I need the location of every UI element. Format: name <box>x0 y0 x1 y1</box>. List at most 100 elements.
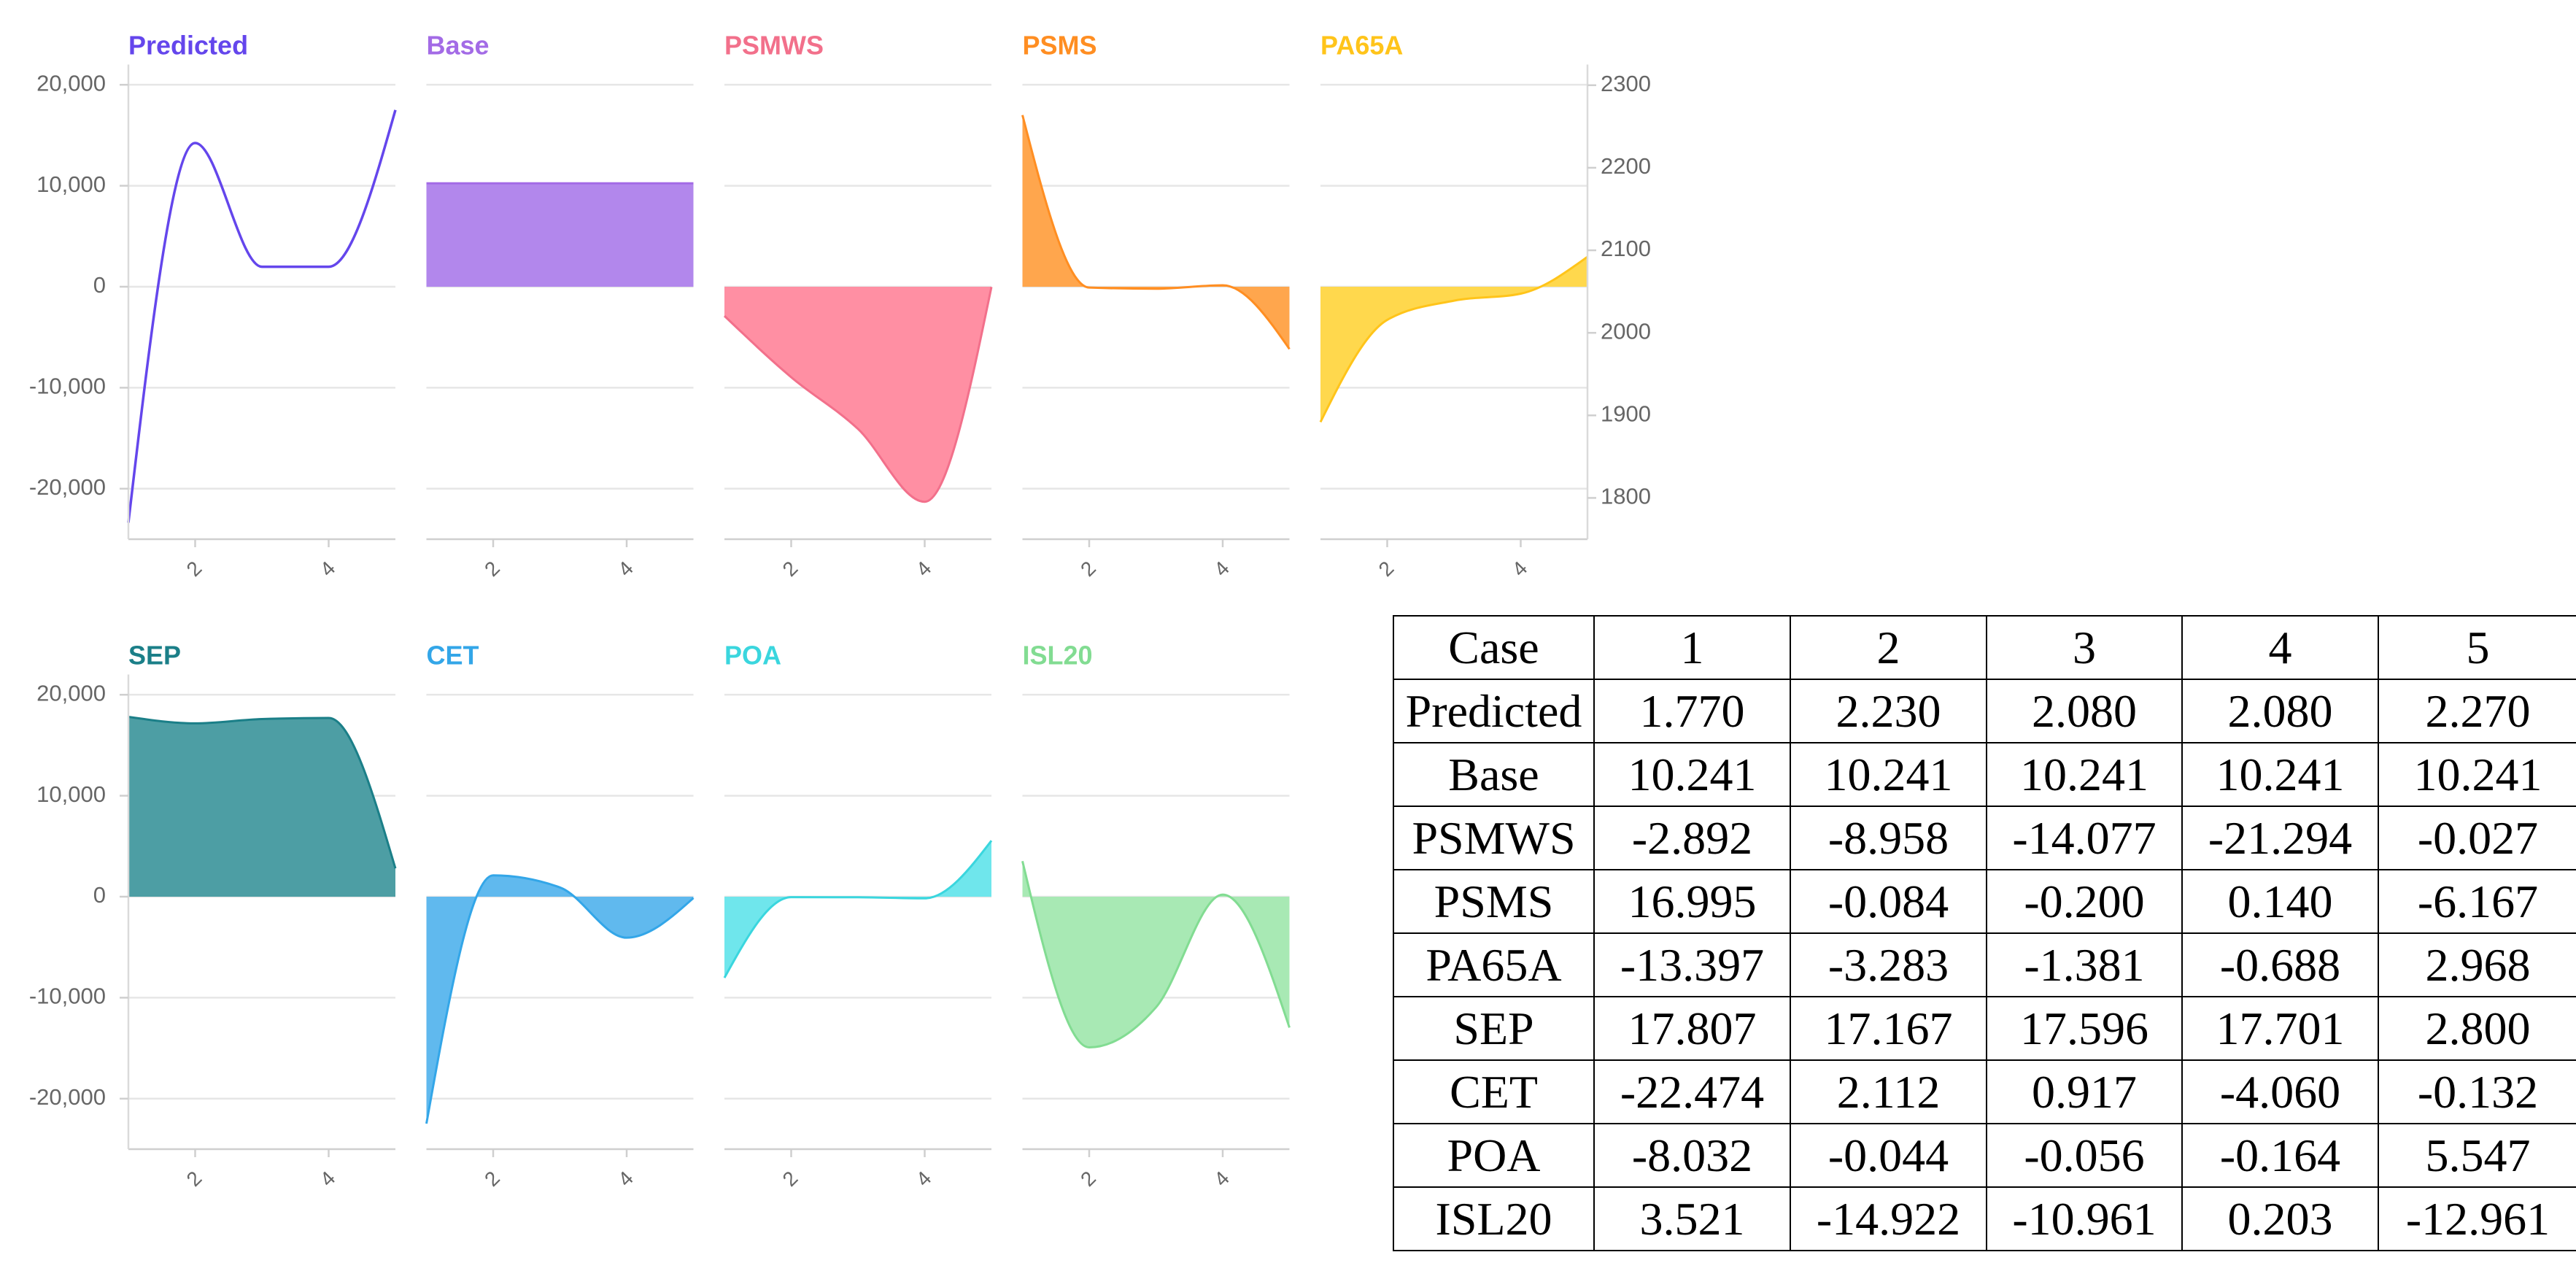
value-cell: -8.958 <box>1790 806 1987 870</box>
y-axis-right: 2300 2200 2100 2000 1900 1800 <box>1586 64 1651 539</box>
data-table-container: Case 1 2 3 4 5 Predicted 1.770 2.230 2.080 2.080 2.… <box>1393 615 2576 1251</box>
psms-x-tick-label: 4 <box>1210 557 1234 581</box>
sep-x-tick-label: 2 <box>182 1167 206 1191</box>
poa-title: POA <box>724 641 781 671</box>
poa-x-tick-label: 4 <box>912 1167 936 1191</box>
psmws-area <box>724 286 991 502</box>
y-axis-tick-label: 0 <box>93 882 106 908</box>
panel-psmws: 2 4 PSMWS <box>723 31 993 581</box>
value-cell: 3.521 <box>1593 1186 1791 1251</box>
predicted-x-tick-label: 2 <box>182 557 206 581</box>
table-row-predicted: Predicted 1.770 2.230 2.080 2.080 2.270 <box>1393 679 2576 743</box>
psms-title: PSMS <box>1023 31 1097 61</box>
table-row-psms: PSMS 16.995 -0.084 -0.200 0.140 -6.167 <box>1393 869 2576 934</box>
value-cell: 16.995 <box>1593 869 1791 934</box>
value-cell: -0.132 <box>2378 1059 2576 1124</box>
y-axis-tick-label: -20,000 <box>29 1084 106 1110</box>
value-cell: 10.241 <box>2181 742 2379 807</box>
isl20-area <box>1022 861 1290 1048</box>
right-axis-tick-label: 1800 <box>1601 484 1651 509</box>
psms-x-tick-label: 2 <box>1076 557 1100 581</box>
value-cell: -0.200 <box>1986 869 2183 934</box>
value-cell: -0.688 <box>2181 932 2379 997</box>
table-body: Case 1 2 3 4 5 Predicted 1.770 2.230 2.080 2.080 2.… <box>1393 615 2576 1251</box>
value-cell: -22.474 <box>1593 1059 1791 1124</box>
poa-line <box>723 840 993 978</box>
sep-line <box>128 716 397 869</box>
value-cell: 10.241 <box>2378 742 2576 807</box>
row-label-cell: PSMWS <box>1393 806 1595 870</box>
value-cell: -14.922 <box>1790 1186 1987 1251</box>
table-row-base: Base 10.241 10.241 10.241 10.241 10.241 <box>1393 742 2576 807</box>
cet-title: CET <box>427 641 479 671</box>
table-row-poa: POA -8.032 -0.044 -0.056 -0.164 5.547 <box>1393 1123 2576 1188</box>
value-cell: 10.241 <box>1593 742 1791 807</box>
case-values-table: Case 1 2 3 4 5 Predicted 1.770 2.230 2.080 2.080 2.… <box>1393 615 2576 1251</box>
case-header-cell: Case <box>1393 615 1595 680</box>
value-cell: -0.044 <box>1790 1123 1987 1188</box>
value-cell: 10.241 <box>1986 742 2183 807</box>
row-label-cell: PA65A <box>1393 932 1595 997</box>
base-area <box>426 183 694 287</box>
row-label-cell: SEP <box>1393 996 1595 1061</box>
value-cell: 2.800 <box>2378 996 2576 1061</box>
value-cell: -0.084 <box>1790 869 1987 934</box>
value-cell: -8.032 <box>1593 1123 1791 1188</box>
value-cell: 17.807 <box>1593 996 1791 1061</box>
y-axis-tick-label: 10,000 <box>36 171 106 197</box>
table-row-psmws: PSMWS -2.892 -8.958 -14.077 -21.294 -0.027 <box>1393 806 2576 870</box>
value-cell: 2.968 <box>2378 932 2576 997</box>
y-axis-tick-label: -10,000 <box>29 374 106 399</box>
case-number-header-cell: 2 <box>1790 615 1987 680</box>
cet-area <box>426 875 694 1124</box>
value-cell: -10.961 <box>1986 1186 2183 1251</box>
y-axis-tick-label: -10,000 <box>29 984 106 1009</box>
value-cell: 0.203 <box>2181 1186 2379 1251</box>
value-cell: -4.060 <box>2181 1059 2379 1124</box>
table-row-cet: CET -22.474 2.112 0.917 -4.060 -0.132 <box>1393 1059 2576 1124</box>
value-cell: -6.167 <box>2378 869 2576 934</box>
y-axis-tick-label: 0 <box>93 272 106 298</box>
value-cell: -12.961 <box>2378 1186 2576 1251</box>
psmws-x-tick-label: 2 <box>778 557 802 581</box>
panel-cet: 2 4 CET <box>425 641 695 1191</box>
predicted-title: Predicted <box>128 31 248 61</box>
panel-pa65a: 2 4 PA65A <box>1319 31 1588 581</box>
value-cell: 17.596 <box>1986 996 2183 1061</box>
value-cell: -0.027 <box>2378 806 2576 870</box>
table-row-sep: SEP 17.807 17.167 17.596 17.701 2.800 <box>1393 996 2576 1061</box>
y-axis-tick-label: -20,000 <box>29 474 106 500</box>
pa65a-x-tick-label: 4 <box>1508 557 1532 581</box>
pa65a-title: PA65A <box>1320 31 1403 61</box>
psmws-line <box>723 287 993 503</box>
value-cell: -1.381 <box>1986 932 2183 997</box>
right-axis-tick-label: 2300 <box>1601 71 1651 96</box>
psms-line <box>1021 115 1291 350</box>
value-cell: 2.112 <box>1790 1059 1987 1124</box>
predicted-x-tick-label: 4 <box>316 557 340 581</box>
psms-area <box>1022 115 1290 349</box>
base-x-tick-label: 4 <box>614 557 638 581</box>
y-axis-left: 20,000 10,000 0 -10,000 -20,000 <box>29 64 130 539</box>
value-cell: 10.241 <box>1790 742 1987 807</box>
poa-x-tick-label: 2 <box>778 1167 802 1191</box>
value-cell: 1.770 <box>1593 679 1791 743</box>
sep-area <box>128 716 395 897</box>
poa-area <box>724 841 991 978</box>
right-axis-tick-label: 2000 <box>1601 318 1651 344</box>
base-x-tick-label: 2 <box>480 557 504 581</box>
panel-poa: 2 4 POA <box>723 641 993 1191</box>
row-label-cell: PSMS <box>1393 869 1595 934</box>
row-label-cell: POA <box>1393 1123 1595 1188</box>
panel-psms: 2 4 PSMS <box>1021 31 1291 581</box>
panel-predicted: 2 4 Predicted <box>127 31 397 581</box>
isl20-x-tick-label: 2 <box>1076 1167 1100 1191</box>
y-axis-left: 20,000 10,000 0 -10,000 -20,000 <box>29 674 130 1149</box>
y-axis-tick-label: 20,000 <box>36 70 106 96</box>
row-label-cell: Base <box>1393 742 1595 807</box>
pa65a-line <box>1319 255 1588 423</box>
value-cell: -2.892 <box>1593 806 1791 870</box>
psmws-x-tick-label: 4 <box>912 557 936 581</box>
pa65a-x-tick-label: 2 <box>1374 557 1399 581</box>
value-cell: -13.397 <box>1593 932 1791 997</box>
